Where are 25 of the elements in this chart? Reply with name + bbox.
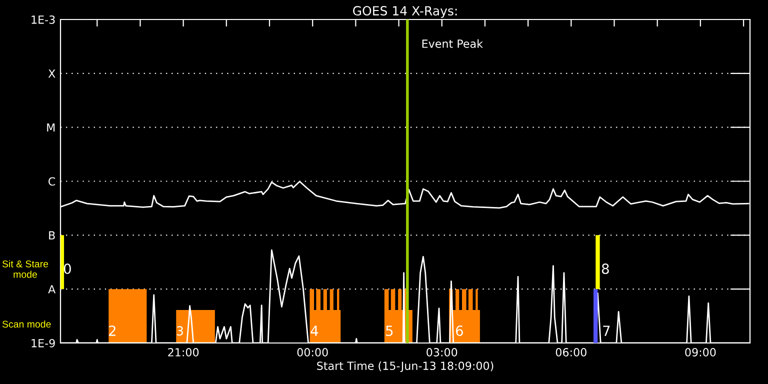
annotation: 7: [603, 326, 610, 336]
annotation: 8: [602, 264, 609, 274]
y-tick-label: X: [48, 70, 56, 78]
ref-line-label: Event Peak: [422, 39, 483, 48]
text: Sit & Stare mode: [2, 260, 48, 278]
annotation: 0: [64, 264, 71, 274]
y-tick-label: 1E-9: [32, 338, 55, 348]
annotation: 6: [456, 326, 463, 336]
x-tick-label: 09:00: [685, 348, 716, 356]
x-tick-label: 00:00: [297, 348, 328, 356]
y-tick-label: A: [48, 285, 56, 294]
annotation: 2: [109, 326, 116, 336]
y-tick-label: M: [47, 123, 55, 132]
y-tick-label: 1E-3: [32, 15, 55, 24]
y-tick-label: C: [48, 177, 56, 186]
x-tick-label: 03:00: [426, 348, 458, 356]
annotation: 3: [176, 326, 183, 336]
text: Scan mode: [2, 320, 51, 328]
y-tick-label: B: [49, 231, 55, 240]
annotation: 5: [386, 326, 393, 336]
x-tick-label: 06:00: [556, 348, 586, 356]
x-axis-title: Start Time (15-Jun-13 18:09:00): [317, 361, 494, 372]
annotation: 4: [310, 326, 318, 336]
chart-title: GOES 14 X-Rays:: [353, 6, 457, 18]
x-tick-label: 21:00: [168, 348, 199, 356]
